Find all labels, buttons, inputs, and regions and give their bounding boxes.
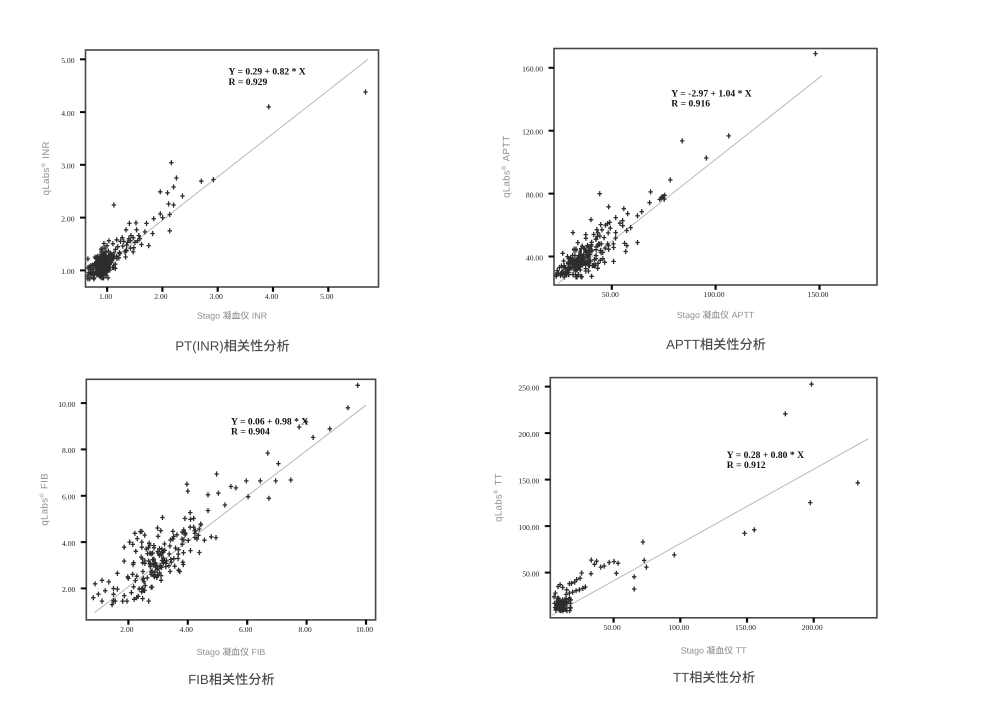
svg-text:10.00: 10.00: [356, 625, 373, 634]
svg-text:5.00: 5.00: [61, 56, 74, 65]
svg-text:4.00: 4.00: [265, 292, 278, 301]
svg-text:50.00: 50.00: [604, 623, 621, 632]
svg-text:2.00: 2.00: [120, 625, 133, 634]
svg-text:Y = -2.97 + 1.04 * X: Y = -2.97 + 1.04 * X: [671, 89, 751, 100]
svg-text:R = 0.904: R = 0.904: [231, 427, 270, 438]
svg-text:6.00: 6.00: [62, 493, 75, 502]
svg-text:4.00: 4.00: [180, 625, 193, 634]
svg-text:5.00: 5.00: [320, 292, 333, 301]
svg-text:200.00: 200.00: [802, 623, 823, 632]
svg-text:8.00: 8.00: [298, 625, 311, 634]
svg-text:200.00: 200.00: [518, 430, 539, 439]
svg-text:100.00: 100.00: [668, 623, 689, 632]
svg-text:120.00: 120.00: [522, 128, 543, 137]
svg-text:2.00: 2.00: [62, 585, 75, 594]
svg-text:R = 0.912: R = 0.912: [727, 460, 766, 471]
svg-text:R = 0.916: R = 0.916: [671, 99, 710, 110]
svg-text:1.00: 1.00: [99, 292, 112, 301]
svg-text:2.00: 2.00: [154, 292, 167, 301]
svg-text:Y = 0.28 + 0.80 * X: Y = 0.28 + 0.80 * X: [727, 450, 804, 461]
svg-text:150.00: 150.00: [808, 290, 829, 299]
svg-text:80.00: 80.00: [526, 190, 543, 199]
svg-text:Y = 0.29 + 0.82 * X: Y = 0.29 + 0.82 * X: [229, 67, 306, 78]
svg-text:160.00: 160.00: [522, 65, 543, 74]
svg-text:4.00: 4.00: [62, 539, 75, 548]
svg-text:6.00: 6.00: [239, 625, 252, 634]
svg-text:3.00: 3.00: [61, 162, 74, 171]
svg-text:250.00: 250.00: [518, 383, 539, 392]
svg-text:10.00: 10.00: [58, 400, 75, 409]
svg-text:2.00: 2.00: [61, 214, 74, 223]
svg-text:100.00: 100.00: [518, 523, 539, 532]
svg-text:150.00: 150.00: [735, 623, 756, 632]
svg-text:3.00: 3.00: [210, 292, 223, 301]
svg-text:40.00: 40.00: [526, 253, 543, 262]
svg-text:100.00: 100.00: [704, 290, 725, 299]
svg-text:1.00: 1.00: [61, 267, 74, 276]
svg-text:150.00: 150.00: [518, 476, 539, 485]
svg-text:R = 0.929: R = 0.929: [229, 77, 268, 88]
svg-text:4.00: 4.00: [61, 109, 74, 118]
svg-text:Y = 0.06 + 0.98 * X: Y = 0.06 + 0.98 * X: [231, 417, 308, 428]
svg-text:8.00: 8.00: [62, 446, 75, 455]
svg-text:50.00: 50.00: [522, 569, 539, 578]
svg-text:50.00: 50.00: [602, 290, 619, 299]
